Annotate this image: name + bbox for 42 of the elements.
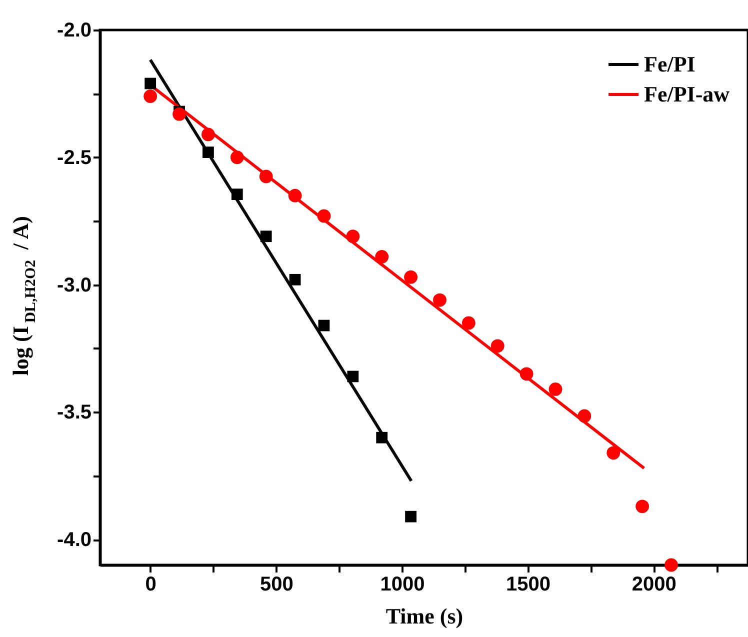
- x-tick-label: 1500: [506, 574, 551, 596]
- point: [490, 339, 504, 353]
- point: [231, 188, 243, 200]
- point: [230, 150, 244, 164]
- legend-label: Fe/PI: [644, 52, 696, 76]
- point: [144, 90, 158, 103]
- legend-label: Fe/PI-aw: [644, 82, 730, 106]
- x-tick-label: 0: [145, 574, 156, 596]
- point: [376, 432, 388, 444]
- point: [636, 500, 650, 514]
- x-axis-title: Time (s): [386, 604, 464, 628]
- y-tick-label: -3.5: [57, 402, 92, 424]
- point: [202, 146, 214, 158]
- point: [318, 320, 330, 332]
- point: [288, 188, 302, 202]
- point: [172, 107, 186, 121]
- x-tick-label: 500: [260, 574, 294, 596]
- point: [578, 409, 592, 423]
- point: [346, 230, 360, 244]
- point: [375, 250, 389, 264]
- point: [259, 170, 273, 184]
- point: [520, 367, 534, 381]
- point: [289, 274, 301, 286]
- point: [548, 382, 562, 396]
- y-tick-label: -2.5: [57, 146, 92, 169]
- y-tick-label: -4.0: [57, 529, 92, 552]
- point: [202, 128, 215, 142]
- point: [404, 270, 418, 284]
- y-tick-label: -2.0: [57, 20, 92, 42]
- y-tick-label: -3.0: [57, 274, 92, 296]
- x-tick-label: 1000: [380, 574, 425, 596]
- point: [347, 370, 359, 382]
- point: [405, 510, 416, 522]
- point: [433, 293, 446, 307]
- point: [664, 558, 678, 572]
- point: [260, 230, 272, 242]
- point: [462, 316, 476, 330]
- point: [144, 78, 156, 90]
- x-tick-label: 2000: [632, 574, 676, 596]
- point: [606, 446, 620, 460]
- y-axis-title: log (IDL,H2O2 / A): [8, 216, 39, 376]
- point: [317, 209, 331, 223]
